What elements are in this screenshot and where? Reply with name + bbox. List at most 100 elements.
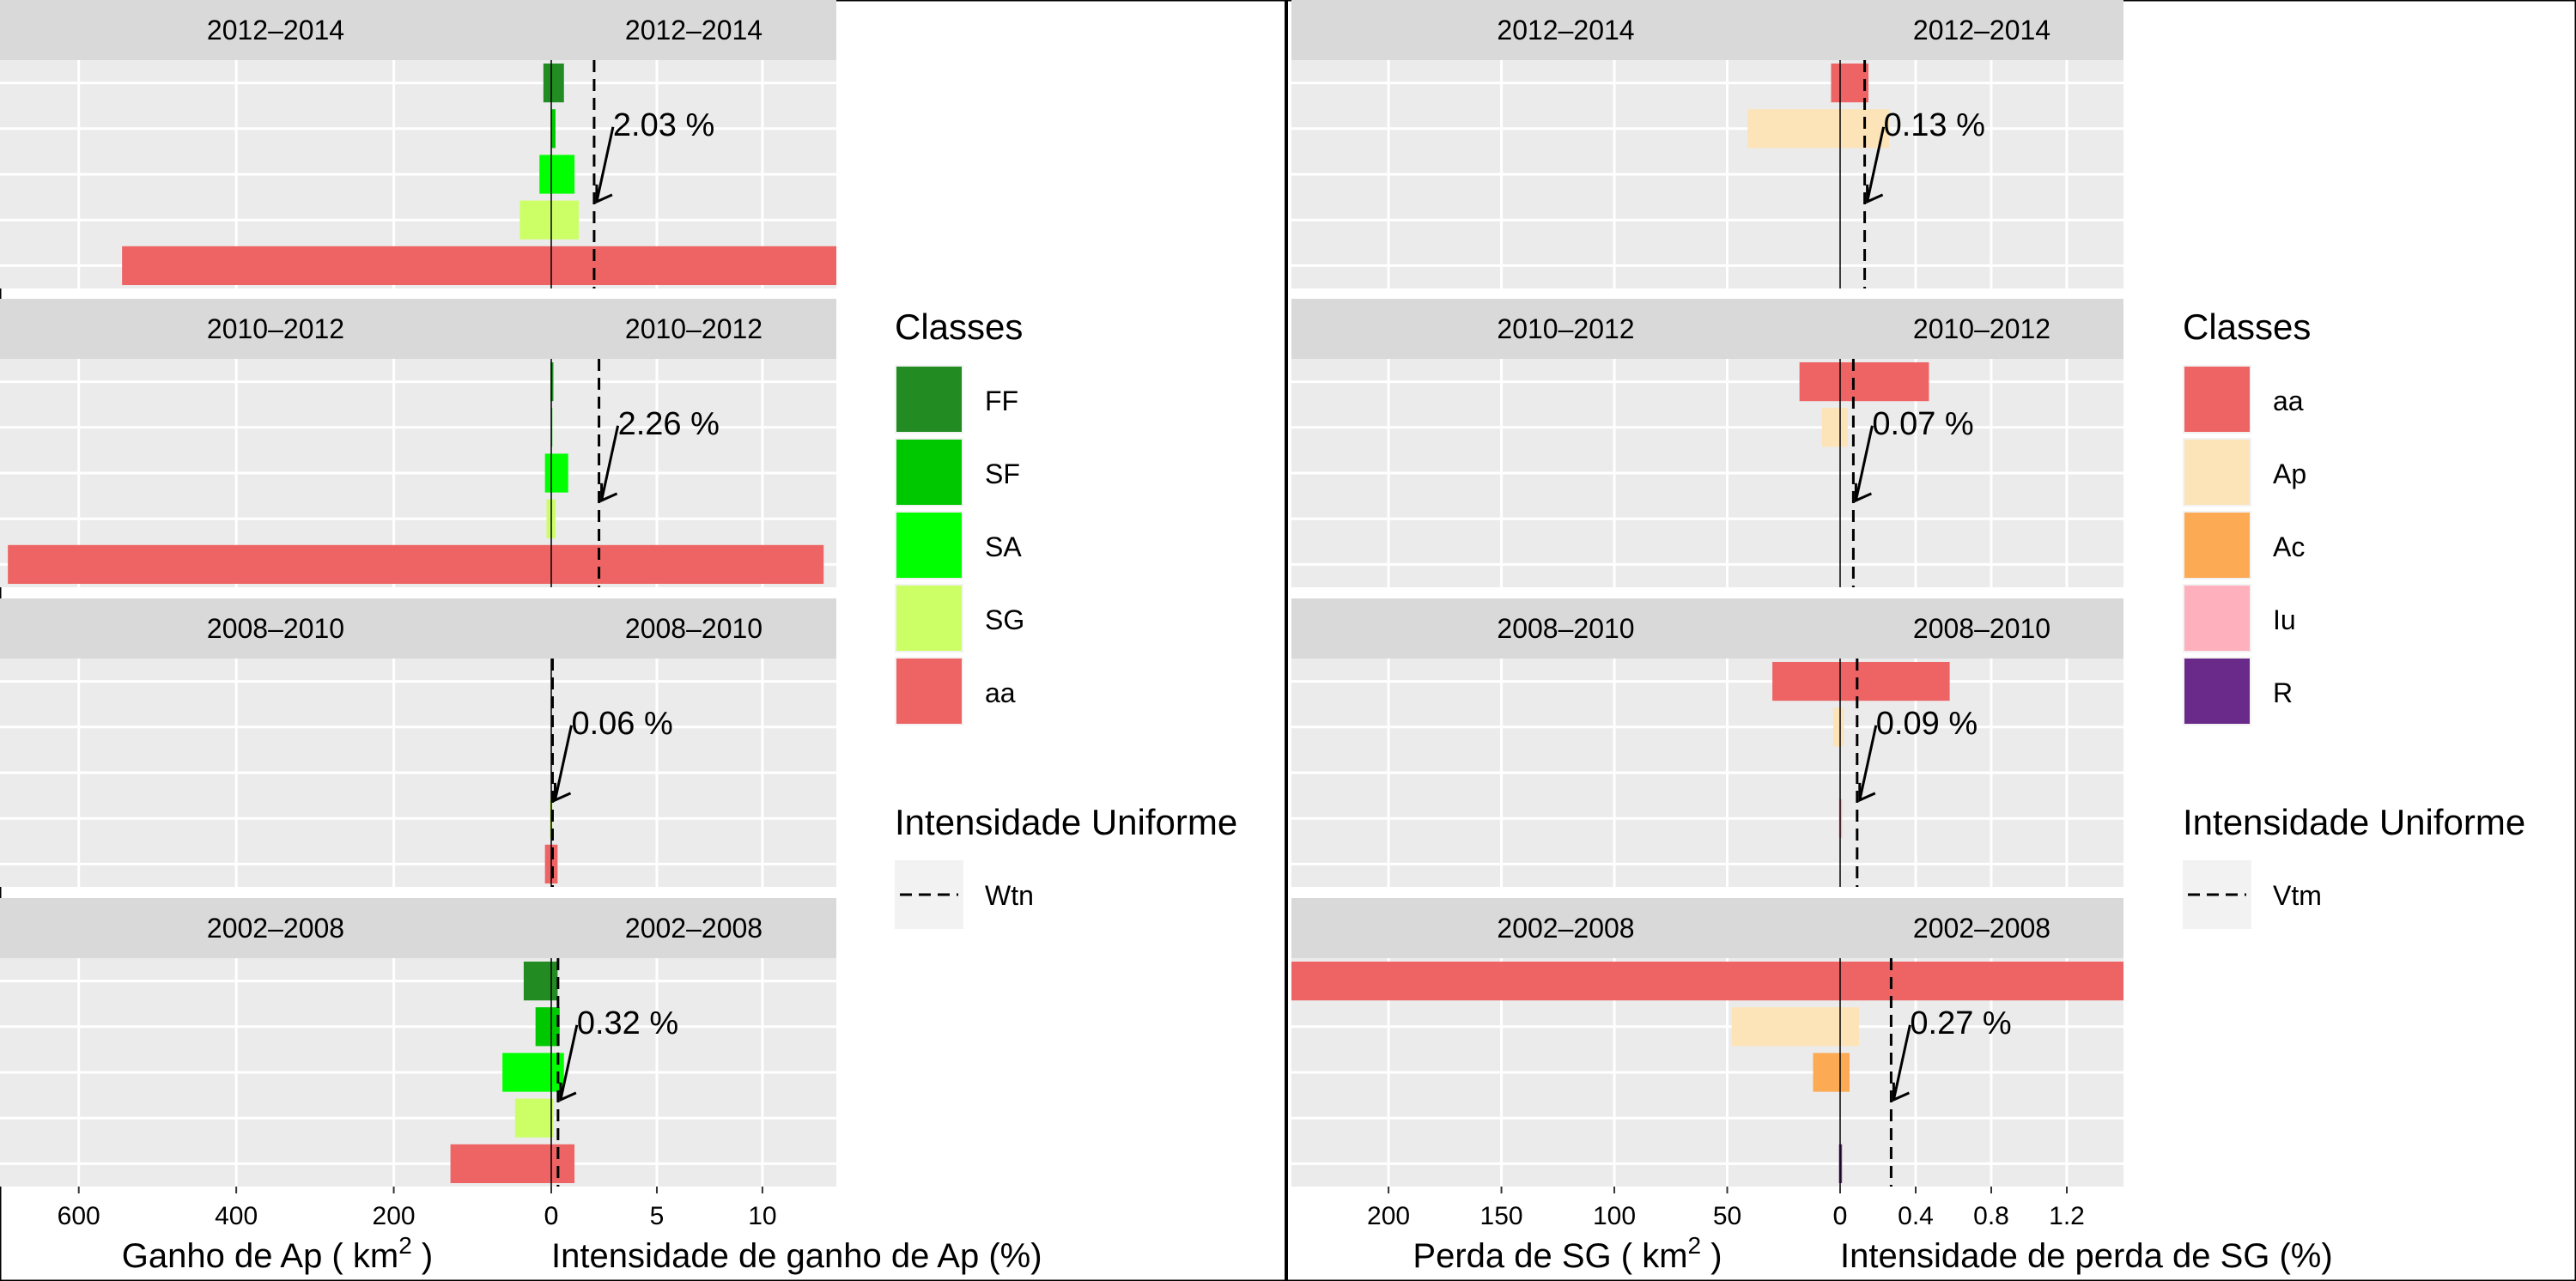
annotation-arrowhead [1866,184,1884,204]
facet-strip [1840,598,2123,659]
facet-strip-label: 2002–2008 [207,913,344,944]
facet-strip-label: 2010–2012 [207,313,344,344]
facet-strip [551,0,836,60]
legend-line-title: Intensidade Uniforme [895,802,1237,842]
legend-item-label: Iu [2273,604,2296,635]
facet-strip-label: 2008–2010 [625,613,762,644]
x-tick-label: 50 [1713,1202,1741,1230]
bar-area-Ap [1833,707,1840,747]
bar-intensity-SA [551,453,568,493]
facet-strip [551,598,836,659]
annotation-arrowhead [600,483,618,503]
facet-strip-label: 2012–2014 [625,15,762,46]
facet-panel-4: 2002–2008 2002–2008 0.32 % [0,898,836,1187]
legend-item-label: R [2273,677,2293,708]
bar-area-SA [544,453,551,493]
uniform-intensity-label: 0.07 % [1872,406,1973,442]
bar-intensity-aa [1840,361,1929,402]
bar-intensity-SF [551,1007,560,1047]
annotation-arrow [595,126,615,203]
bar-intensity-Ap [1840,1007,1859,1047]
bar-area-Ac [1813,1053,1840,1092]
x-tick-label: 600 [58,1202,100,1230]
facet-strip [1291,598,1840,659]
x-tick-label: 200 [373,1202,416,1230]
legend-swatch-aa [2184,367,2250,432]
x-tick-label: 150 [1480,1202,1523,1230]
facet-strip [1291,299,1840,359]
facet-strip-label: 2002–2008 [625,913,762,944]
annotation-arrowhead [1858,782,1876,803]
legend-swatch-SG [896,586,962,651]
bar-intensity-Ac [1840,1053,1850,1092]
bar-area-aa [8,544,551,585]
legend-swatch-FF [896,367,962,432]
facet-strip [1840,0,2123,60]
bar-area-Ap [1821,408,1840,447]
bar-intensity-aa [551,246,836,286]
uniform-intensity-label: 0.06 % [571,706,672,742]
bar-intensity-SG [551,1098,554,1138]
bar-intensity-R [1840,1144,1843,1184]
bar-intensity-FF [551,361,554,402]
uniform-intensity-label: 0.09 % [1876,706,1978,742]
uniform-intensity-label: 0.27 % [1910,1005,2011,1041]
uniform-intensity-label: 2.03 % [613,107,714,143]
right-axis-title: Intensidade de perda de SG (%) [1840,1237,2333,1275]
bar-area-aa [122,246,551,286]
annotation-arrow [1854,425,1874,501]
annotation-arrowhead [1892,1082,1911,1102]
bar-area-FF [523,961,551,1001]
legend-item-label: SF [985,458,1020,489]
facet-strip-label: 2012–2014 [1497,15,1634,46]
bar-intensity-aa [551,844,558,884]
legend-line-label: Vtm [2273,880,2322,911]
legend-item-label: aa [985,677,1016,708]
bar-area-FF [543,63,551,103]
x-tick-label: 0.8 [1973,1202,2009,1230]
bar-area-Ap [1747,109,1840,149]
bar-area-SG [519,200,551,240]
bar-intensity-aa [1840,961,2123,1001]
annotation-arrow [1892,1024,1911,1101]
bar-intensity-aa [551,544,824,585]
bar-area-Ap [1731,1007,1840,1047]
facet-panel-1: 2012–2014 2012–2014 2.03 % [0,0,836,288]
bar-area-SG [550,798,551,838]
facet-strip-label: 2010–2012 [1913,313,2050,344]
x-tick-label: 200 [1367,1202,1410,1230]
bar-intensity-FF [551,961,558,1001]
uniform-intensity-label: 2.26 % [618,406,720,442]
legend-swatch-R [2184,659,2250,724]
x-tick-label: 5 [650,1202,665,1230]
bar-intensity-Ap [1840,707,1844,747]
facet-strip [1840,898,2123,958]
legend-swatch-SA [896,513,962,578]
bar-intensity-FF [551,63,564,103]
facet-strip-label: 2002–2008 [1913,913,2050,944]
legend-swatch-Iu [2184,586,2250,651]
facet-panel-2: 2010–2012 2010–2012 2.26 % [0,299,836,587]
legend: Classes FF SF SA SG aa Intensidade Uniforme Wtn [895,307,1237,929]
bar-intensity-Ap [1840,408,1848,447]
bar-intensity-aa [551,1144,575,1184]
facet-strip-label: 2010–2012 [1497,313,1634,344]
annotation-arrowhead [559,1082,577,1102]
facet-panel-1: 2012–2014 2012–2014 0.13 % [1291,0,2123,288]
x-tick-label: 0 [1833,1202,1848,1230]
bar-intensity-SA [551,155,575,194]
facet-strip-label: 2008–2010 [1913,613,2050,644]
x-tick-label: 0.4 [1898,1202,1934,1230]
bar-area-SA [502,1053,551,1092]
x-tick-label: 1.2 [2049,1202,2085,1230]
left-axis-title: Perda de SG ( km2 ) [1413,1232,1722,1275]
x-tick-label: 0 [544,1202,559,1230]
x-tick-label: 0 [1833,1202,1848,1230]
x-tick-label: 0 [544,1202,559,1230]
legend-swatch-Ap [2184,440,2250,505]
legend-title: Classes [895,307,1023,347]
legend-line-title: Intensidade Uniforme [2183,802,2525,842]
facet-strip-label: 2012–2014 [207,15,344,46]
